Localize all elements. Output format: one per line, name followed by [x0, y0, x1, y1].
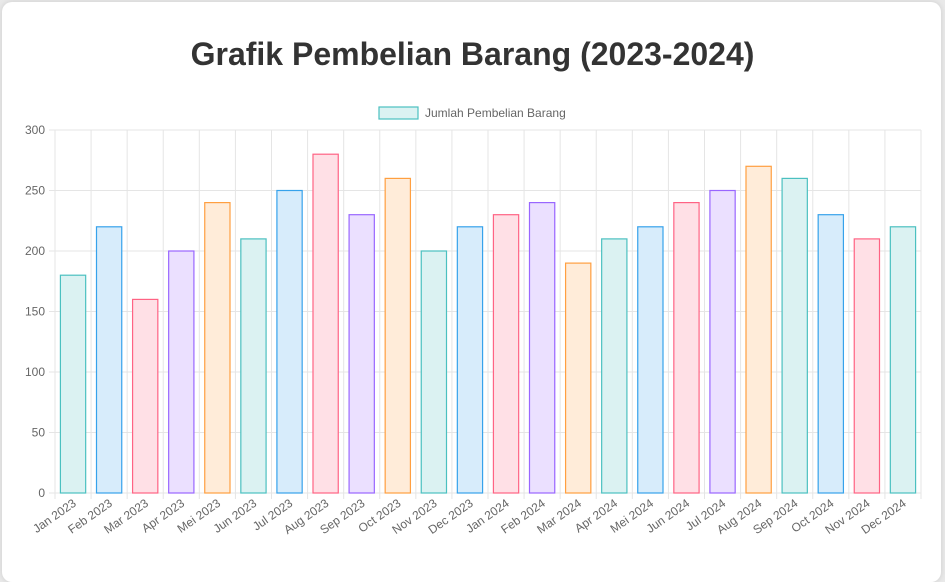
bar-jul-2024[interactable] [710, 191, 735, 494]
bar-aug-2024[interactable] [746, 166, 771, 493]
bar-chart: Jumlah Pembelian Barang 0 50 100 150 200 250 3… [0, 0, 945, 568]
y-tick-label: 50 [32, 426, 46, 440]
legend-swatch [379, 107, 418, 119]
bar-mar-2023[interactable] [133, 299, 158, 493]
y-axis: 0 50 100 150 200 250 300 [25, 123, 45, 500]
bar-feb-2024[interactable] [529, 203, 554, 493]
bar-jul-2023[interactable] [277, 191, 302, 494]
y-tick-label: 0 [38, 486, 45, 500]
bar-nov-2023[interactable] [421, 251, 446, 493]
legend-label: Jumlah Pembelian Barang [425, 106, 566, 120]
bar-jun-2024[interactable] [674, 203, 699, 493]
bar-oct-2023[interactable] [385, 178, 410, 493]
bar-jan-2023[interactable] [60, 275, 85, 493]
bar-aug-2023[interactable] [313, 154, 338, 493]
y-tick-label: 300 [25, 123, 45, 137]
bar-feb-2023[interactable] [96, 227, 121, 493]
bar-mei-2024[interactable] [638, 227, 663, 493]
y-tick-label: 200 [25, 244, 45, 258]
bar-oct-2024[interactable] [818, 215, 843, 493]
bar-sep-2023[interactable] [349, 215, 374, 493]
bar-apr-2023[interactable] [169, 251, 194, 493]
y-tick-label: 100 [25, 365, 45, 379]
bar-nov-2024[interactable] [854, 239, 879, 493]
bar-sep-2024[interactable] [782, 178, 807, 493]
y-tick-label: 150 [25, 305, 45, 319]
bar-dec-2024[interactable] [890, 227, 915, 493]
bar-dec-2023[interactable] [457, 227, 482, 493]
y-tick-label: 250 [25, 184, 45, 198]
legend[interactable]: Jumlah Pembelian Barang [379, 106, 566, 120]
bar-apr-2024[interactable] [602, 239, 627, 493]
bar-jan-2024[interactable] [493, 215, 518, 493]
bar-jun-2023[interactable] [241, 239, 266, 493]
bar-mar-2024[interactable] [566, 263, 591, 493]
bar-mei-2023[interactable] [205, 203, 230, 493]
